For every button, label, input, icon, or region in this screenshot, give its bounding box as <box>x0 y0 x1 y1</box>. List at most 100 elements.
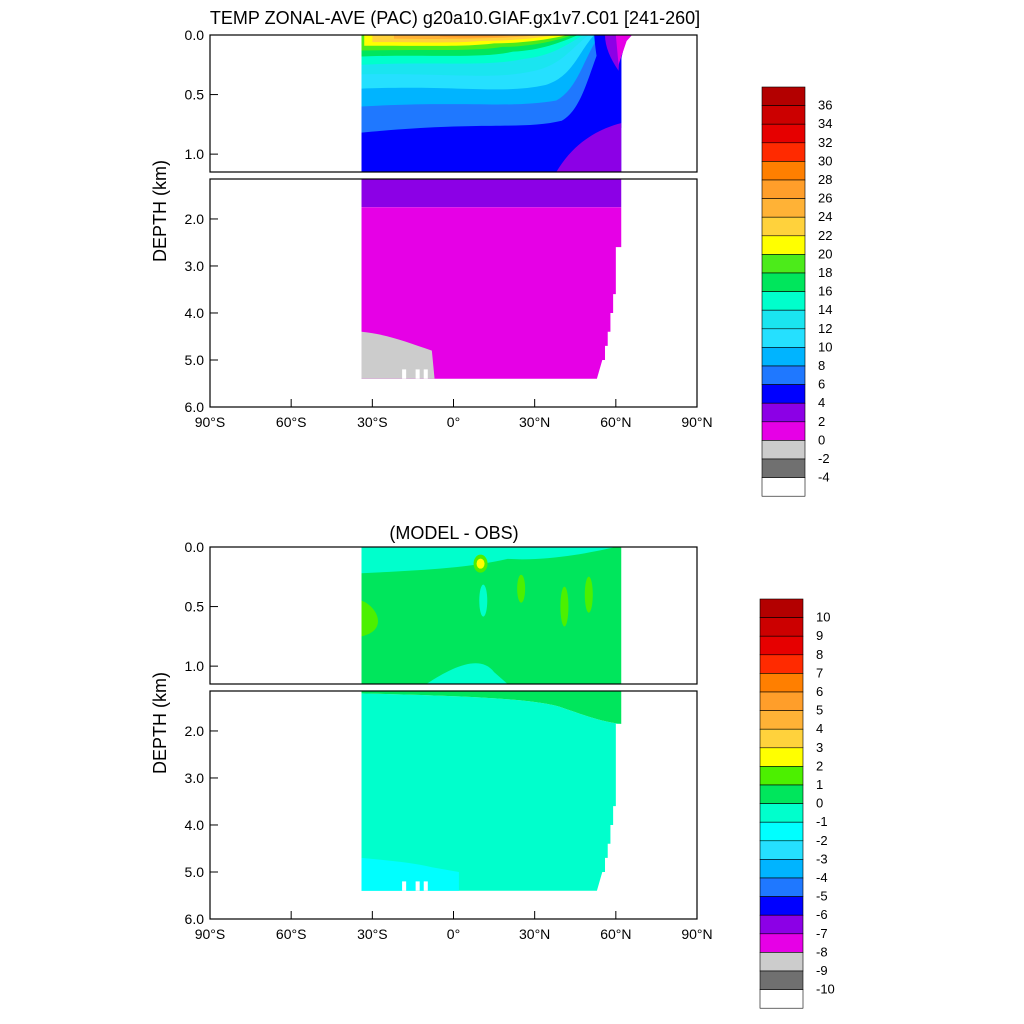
band-north-0-2 <box>615 35 633 65</box>
colorbar-label: 18 <box>818 265 832 280</box>
x-tick-label: 60°S <box>276 414 307 430</box>
colorbar-swatch <box>759 747 804 767</box>
colorbar-label: -8 <box>816 944 828 959</box>
band-2-3 <box>476 558 485 569</box>
colorbar-label: 20 <box>818 246 832 261</box>
colorbar-swatch <box>759 673 804 693</box>
colorbar-swatch <box>761 142 806 162</box>
colorbar-label: 34 <box>818 116 832 131</box>
colorbar-label: 6 <box>818 377 825 392</box>
colorbar-label: -3 <box>816 851 828 866</box>
x-tick-label: 30°S <box>357 414 388 430</box>
colorbar-label: 30 <box>818 153 832 168</box>
y-tick-label: 5.0 <box>185 352 205 368</box>
colorbar-swatch <box>759 654 804 674</box>
colorbar-swatch <box>759 877 804 897</box>
colorbar-swatch <box>761 216 806 237</box>
band-1-2-streak-1 <box>560 586 569 627</box>
y-tick-label: 0.5 <box>185 87 205 103</box>
y-tick-label: 1.0 <box>185 658 205 674</box>
colorbar-label: 0 <box>818 432 825 447</box>
colorbar-label: 16 <box>818 284 832 299</box>
colorbar-label: -9 <box>816 963 828 978</box>
colorbar-swatch <box>761 161 806 181</box>
colorbar-label: -5 <box>816 889 828 904</box>
colorbar-label: 12 <box>818 321 832 336</box>
colorbar-label: 7 <box>816 665 823 680</box>
colorbar-swatch <box>759 933 804 953</box>
y-tick-label: 0.5 <box>185 599 205 615</box>
x-tick-label: 90°N <box>681 926 712 942</box>
y-tick-label: 5.0 <box>185 864 205 880</box>
x-tick-label: 30°N <box>519 414 550 430</box>
colorbar-label: 2 <box>818 414 825 429</box>
colorbar-label: 1 <box>816 777 823 792</box>
colorbar-label: 14 <box>818 302 832 317</box>
colorbar-swatch <box>761 440 806 460</box>
land-mask-1 <box>415 881 420 891</box>
y-tick-label: 2.0 <box>185 723 205 739</box>
colorbar-swatch <box>761 235 806 255</box>
colorbar-swatch <box>761 328 806 348</box>
band-1-2-streak-2 <box>584 576 593 613</box>
colorbar-swatch <box>759 896 804 916</box>
colorbar-swatch <box>759 617 804 637</box>
colorbar-label: 2 <box>816 758 823 773</box>
x-tick-label: 90°N <box>681 414 712 430</box>
colorbar-label: -4 <box>816 870 828 885</box>
chart-title: (MODEL - OBS) <box>389 523 518 543</box>
band-2-4-north <box>556 123 622 172</box>
colorbar-label: -2 <box>816 833 828 848</box>
colorbar-swatch <box>759 728 804 749</box>
x-tick-label: 90°S <box>195 926 226 942</box>
colorbar-swatch <box>761 458 806 478</box>
colorbar-label: 10 <box>818 339 832 354</box>
y-tick-label: 3.0 <box>185 770 205 786</box>
colorbar-swatch <box>761 272 806 292</box>
colorbar-label: 4 <box>816 721 823 736</box>
colorbar-label: -7 <box>816 926 828 941</box>
colorbar-swatch <box>761 254 806 274</box>
y-tick-label: 0.0 <box>185 539 205 555</box>
band-neg1-0-deep <box>361 693 622 891</box>
colorbar-swatch <box>759 914 804 935</box>
chart-panel-1: TEMP ZONAL-AVE (PAC) g20a10.GIAF.gx1v7.C… <box>150 8 832 497</box>
y-tick-label: 4.0 <box>185 817 205 833</box>
x-tick-label: 30°N <box>519 926 550 942</box>
band-neg2-0 <box>361 331 435 379</box>
colorbar-swatch <box>761 86 806 106</box>
colorbar-label: -4 <box>818 470 830 485</box>
colorbar-label: 36 <box>818 98 832 113</box>
colorbar-swatch <box>759 635 804 656</box>
colorbar-swatch <box>759 840 804 860</box>
colorbar-swatch <box>761 347 806 367</box>
chart-title: TEMP ZONAL-AVE (PAC) g20a10.GIAF.gx1v7.C… <box>210 8 700 28</box>
plot-frame-upper <box>209 34 698 173</box>
y-tick-label: 3.0 <box>185 258 205 274</box>
colorbar-swatch <box>759 821 804 842</box>
band-neg1-0-mid <box>361 663 508 684</box>
x-tick-label: 60°S <box>276 926 307 942</box>
colorbar-swatch <box>761 291 806 311</box>
colorbar-label: 8 <box>816 647 823 662</box>
contour-field <box>361 547 622 919</box>
colorbar-swatch <box>759 710 804 730</box>
colorbar-swatch <box>759 784 804 804</box>
x-tick-label: 30°S <box>357 926 388 942</box>
colorbar-label: -10 <box>816 982 835 997</box>
colorbar-label: -2 <box>818 451 830 466</box>
x-tick-label: 0° <box>447 414 460 430</box>
colorbar-label: 8 <box>818 358 825 373</box>
colorbar-swatch <box>761 421 806 441</box>
colorbar-label: 9 <box>816 628 823 643</box>
colorbar-swatch <box>759 803 804 823</box>
colorbar-swatch <box>759 859 804 879</box>
colorbar-label: 24 <box>818 209 832 224</box>
colorbar-swatch <box>759 598 804 618</box>
band-neg1-0-top <box>361 547 616 574</box>
contour-field <box>361 35 633 379</box>
y-tick-label: 4.0 <box>185 305 205 321</box>
colorbar-swatch <box>759 989 804 1009</box>
band-0-2-deep <box>361 207 622 379</box>
